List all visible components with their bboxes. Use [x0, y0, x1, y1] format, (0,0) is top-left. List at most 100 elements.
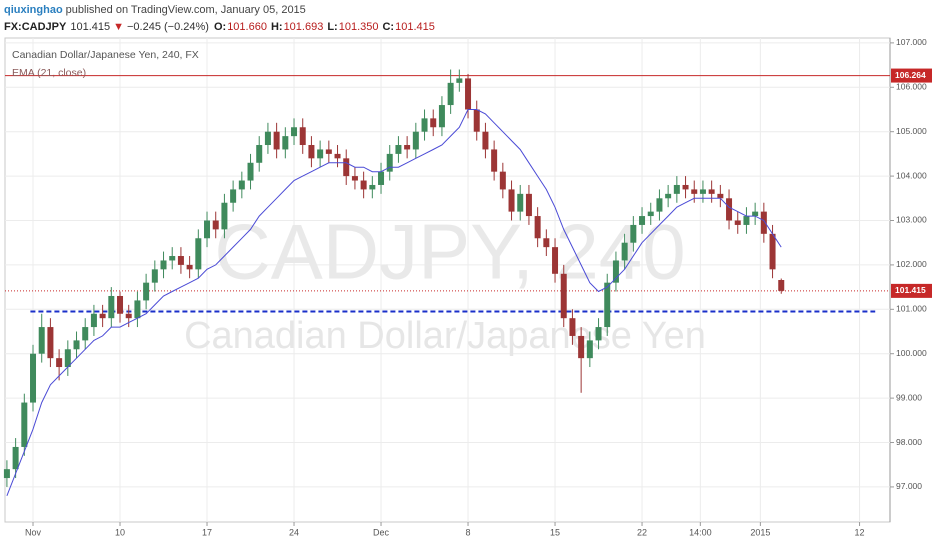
candle-body [325, 149, 332, 154]
change-arrow: ▼ [113, 21, 124, 33]
candle-body [438, 105, 445, 128]
candle-body [12, 446, 19, 470]
candle-body [621, 242, 628, 261]
y-tick-label: 97.000 [896, 481, 922, 491]
candle-body [430, 118, 437, 128]
candle-body [351, 176, 358, 181]
candle-body [560, 273, 567, 319]
candle-body [64, 349, 71, 368]
candle-body [21, 402, 28, 447]
candle-body [552, 247, 559, 274]
ohlc-value: 101.693 [284, 21, 324, 33]
plot: 106.264 101.415 [3, 68, 932, 496]
candle-body [117, 295, 124, 314]
watermark-name: Canadian Dollar/Japanese Yen [184, 315, 706, 357]
legend-title: Canadian Dollar/Japanese Yen, 240, FX [12, 49, 199, 61]
y-tick-label: 103.000 [896, 215, 927, 225]
candle-body [151, 269, 158, 283]
candle-body [743, 216, 750, 225]
x-tick-label: 17 [202, 527, 212, 537]
candle-body [369, 184, 376, 190]
candle-body [273, 131, 280, 150]
author: qiuxinghao [4, 4, 63, 16]
ohlc-value: 101.415 [395, 21, 435, 33]
candle-body [473, 109, 480, 132]
candle-body [412, 131, 419, 150]
y-tick-label: 100.000 [896, 348, 927, 358]
candle-body [708, 189, 715, 194]
candle-body [186, 264, 193, 270]
candle-body [482, 131, 489, 150]
candle-body [752, 211, 759, 217]
candle-body [525, 193, 532, 217]
candle-body [247, 162, 254, 181]
x-tick-label: 10 [115, 527, 125, 537]
candle-body [195, 238, 202, 270]
candle-body [38, 327, 45, 354]
x-tick-label: 12 [855, 527, 865, 537]
x-tick-label: Nov [25, 527, 42, 537]
candle-body [508, 189, 515, 212]
x-tick-label: 14:00 [689, 527, 712, 537]
candle-body [108, 295, 115, 319]
candle-body [699, 189, 706, 194]
candle-body [264, 131, 271, 146]
candle-body [82, 327, 89, 341]
candle-body [73, 340, 80, 350]
y-tick-label: 98.000 [896, 437, 922, 447]
x-tick-label: Dec [373, 527, 390, 537]
candle-body [386, 153, 393, 172]
price-level-box [891, 283, 932, 298]
candle-body [230, 189, 237, 203]
candle-body [534, 216, 541, 239]
candle-body [447, 82, 454, 106]
candle-body [204, 220, 211, 239]
change: −0.245 (−0.24%) [127, 21, 209, 33]
candle-body [282, 136, 289, 150]
candle-body [343, 158, 350, 177]
indicator-legend: EMA (21, close) [12, 67, 86, 79]
candle-body [604, 282, 611, 328]
y-tick-label: 101.000 [896, 304, 927, 314]
candle-body [177, 256, 184, 265]
y-tick-label: 102.000 [896, 259, 927, 269]
candle-body [612, 260, 619, 283]
header: qiuxinghao published on TradingView.com, … [4, 4, 435, 33]
x-tick-label: 22 [637, 527, 647, 537]
y-tick-label: 105.000 [896, 126, 927, 136]
candle-body [760, 211, 767, 234]
candle-body [212, 220, 219, 230]
candle-body [221, 202, 228, 230]
candle-body [578, 335, 585, 359]
candle-body [656, 198, 663, 212]
candle-body [491, 149, 498, 172]
candle-body [630, 224, 637, 243]
last-price: 101.415 [70, 21, 110, 33]
candle-body [334, 153, 341, 159]
candle-body [726, 198, 733, 221]
candle-body [360, 180, 367, 190]
candle-body [404, 145, 411, 150]
ema-line [6, 109, 782, 496]
candle-body [308, 145, 315, 159]
price-level-label: 106.264 [895, 70, 926, 80]
x-tick-label: 2015 [750, 527, 770, 537]
y-tick-label: 104.000 [896, 170, 927, 180]
candle-body [30, 353, 37, 403]
candle-body [160, 260, 167, 270]
candle-body [465, 78, 472, 110]
candle-body [291, 127, 298, 137]
candle-body [691, 189, 698, 194]
candle-body [47, 327, 54, 359]
ohlc-label: C: [382, 21, 394, 33]
published-text: published on TradingView.com, January 05… [66, 4, 306, 16]
candle-body [395, 145, 402, 154]
candle-body [299, 127, 306, 146]
x-tick-label: 24 [289, 527, 299, 537]
candle-body [499, 171, 506, 190]
ohlc-value: 101.350 [339, 21, 379, 33]
candle-body [169, 256, 176, 261]
candle-body [256, 145, 263, 163]
price-level-box [891, 68, 932, 83]
